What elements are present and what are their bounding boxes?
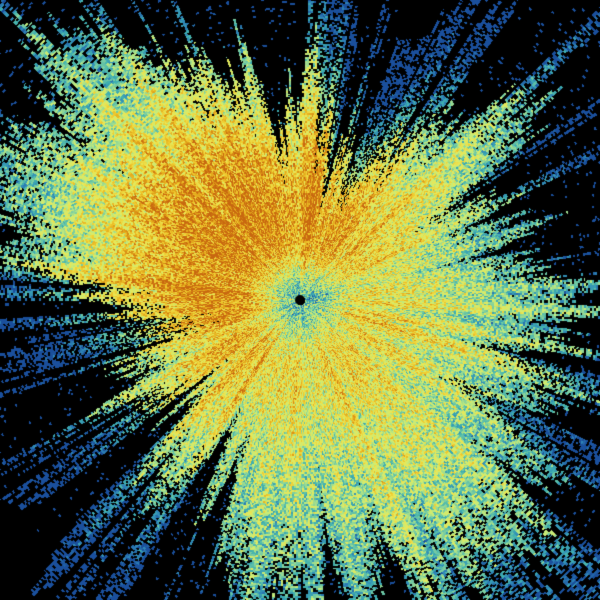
radar-reflectivity-image xyxy=(0,0,600,600)
radar-sweep-view xyxy=(0,0,600,600)
